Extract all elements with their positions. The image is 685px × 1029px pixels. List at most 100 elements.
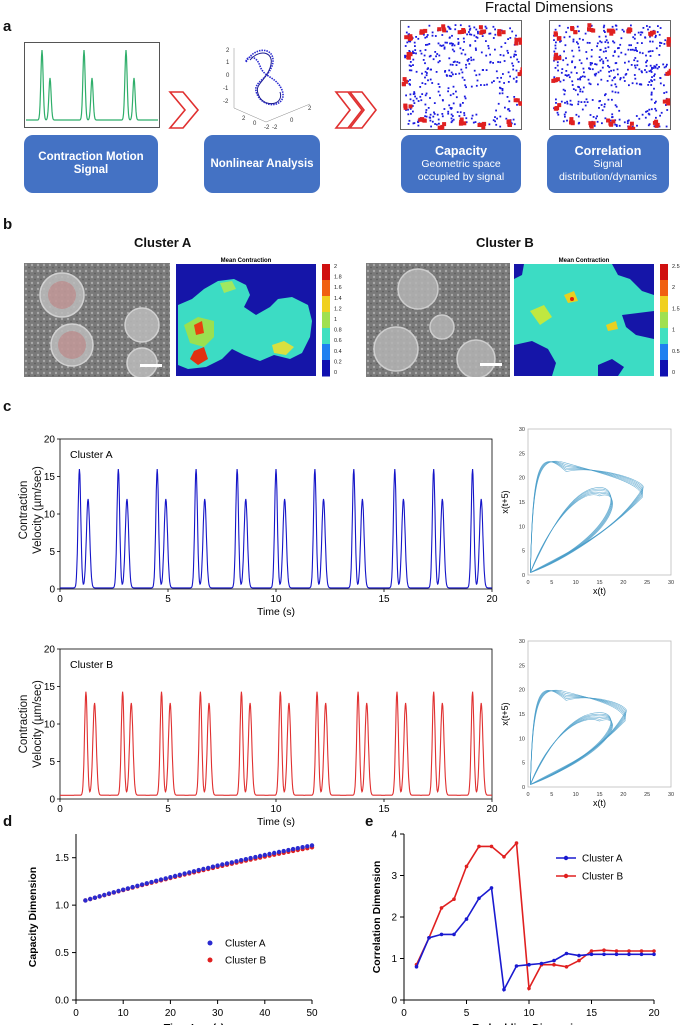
fractal-dot (408, 64, 411, 67)
fractal-box (482, 121, 487, 126)
fractal-box (518, 40, 522, 45)
data-point (257, 853, 263, 859)
fractal-dot (448, 57, 451, 60)
fractal-dot (443, 108, 446, 110)
fractal-box (606, 28, 611, 33)
fractal-dot (645, 54, 647, 57)
fractal-dot (442, 44, 445, 47)
data-point (206, 865, 211, 871)
data-point (88, 896, 93, 902)
y-tick-label: 2 (391, 913, 397, 924)
phase-x-label: x(t) (593, 586, 606, 596)
fractal-box (654, 119, 659, 124)
fractal-dot (407, 108, 409, 111)
fractal-dot (553, 59, 555, 62)
fractal-dot (415, 97, 418, 100)
fractal-dot (428, 55, 431, 58)
fractal-dot (577, 78, 579, 81)
fractal-box (462, 29, 466, 34)
fractal-dot (481, 35, 484, 37)
fractal-dot (412, 110, 414, 113)
phase-plot-cluster-a: 00 5 5 10 10 15 15 20 20 25 25 30 30 x(t) x(t+5) (500, 427, 674, 596)
fractal-dot (577, 42, 579, 45)
phase-x-tick: 30 (668, 792, 674, 798)
fractal-dot (595, 72, 598, 75)
data-point (281, 848, 286, 854)
fractal-dot (568, 76, 571, 79)
fractal-dot (429, 68, 432, 71)
signal-thumbnail (24, 42, 160, 128)
data-point (652, 949, 656, 953)
fractal-dot (647, 112, 650, 115)
fractal-dot (410, 69, 413, 72)
phase-x-tick: 0 (526, 792, 529, 798)
fractal-dot (453, 50, 456, 53)
fractal-box (482, 29, 487, 34)
fractal-dot (458, 72, 461, 75)
fractal-dot (450, 113, 453, 116)
fractal-dot (647, 84, 650, 86)
y-tick-label: 0 (49, 795, 55, 806)
fractal-dot (407, 123, 410, 125)
fractal-dot (482, 69, 484, 71)
fractal-dot (505, 117, 508, 120)
fractal-dot (462, 49, 465, 51)
fractal-dot (576, 41, 578, 44)
fractal-dot (586, 57, 588, 60)
y-tick-label: 0 (49, 585, 55, 596)
fractal-dot (458, 115, 461, 117)
fractal-dot (607, 98, 610, 101)
fractal-dot (417, 37, 420, 40)
fractal-dot (601, 122, 603, 125)
fractal-dot (450, 107, 453, 109)
fractal-dot (414, 95, 416, 98)
fractal-dot (636, 50, 638, 52)
fractal-dot (665, 65, 667, 68)
fractal-dot (567, 74, 570, 76)
fractal-dot (630, 44, 632, 47)
y-tick-label: 15 (44, 682, 56, 693)
fractal-dot (426, 43, 429, 46)
fractal-dot (451, 48, 454, 51)
fractal-dot (615, 24, 618, 27)
fractal-box (589, 123, 594, 128)
fractal-dot (409, 40, 412, 43)
fractal-dot (650, 84, 653, 86)
fractal-dot (571, 84, 574, 86)
fractal-dot (409, 79, 411, 81)
fractal-box (497, 29, 502, 34)
fractal-dot (648, 81, 651, 83)
fractal-dot (500, 76, 502, 79)
fractal-dot (577, 103, 580, 106)
fractal-dot (463, 79, 466, 81)
fractal-dot (492, 62, 494, 64)
fractal-dot (436, 53, 439, 55)
data-point (276, 849, 282, 855)
colorbar-tick: 0.6 (334, 338, 342, 344)
attractor-tick: 2 (226, 48, 230, 54)
fractal-dot (463, 114, 466, 117)
fractal-dot (600, 58, 603, 61)
fractal-box (420, 30, 425, 34)
data-point (229, 860, 234, 865)
y-tick-label: 4 (391, 830, 397, 841)
box-label: Signal (593, 157, 623, 170)
y-tick-label: 5 (49, 757, 55, 768)
data-point (627, 949, 631, 953)
fractal-dot (449, 63, 452, 66)
data-point (614, 952, 619, 957)
fractal-dot (475, 113, 478, 116)
panel-label-c: c (3, 398, 12, 415)
fractal-dot (434, 51, 437, 53)
fractal-box (457, 30, 462, 35)
fractal-dot (579, 90, 582, 93)
fractal-dot (624, 53, 627, 56)
fractal-dot (595, 117, 597, 120)
data-point (514, 841, 519, 845)
fractal-dot (581, 108, 584, 111)
fractal-dot (566, 74, 569, 77)
fractal-dot (558, 24, 561, 27)
fractal-dot (615, 62, 618, 64)
fractal-dot (451, 119, 454, 122)
data-point (139, 882, 145, 887)
